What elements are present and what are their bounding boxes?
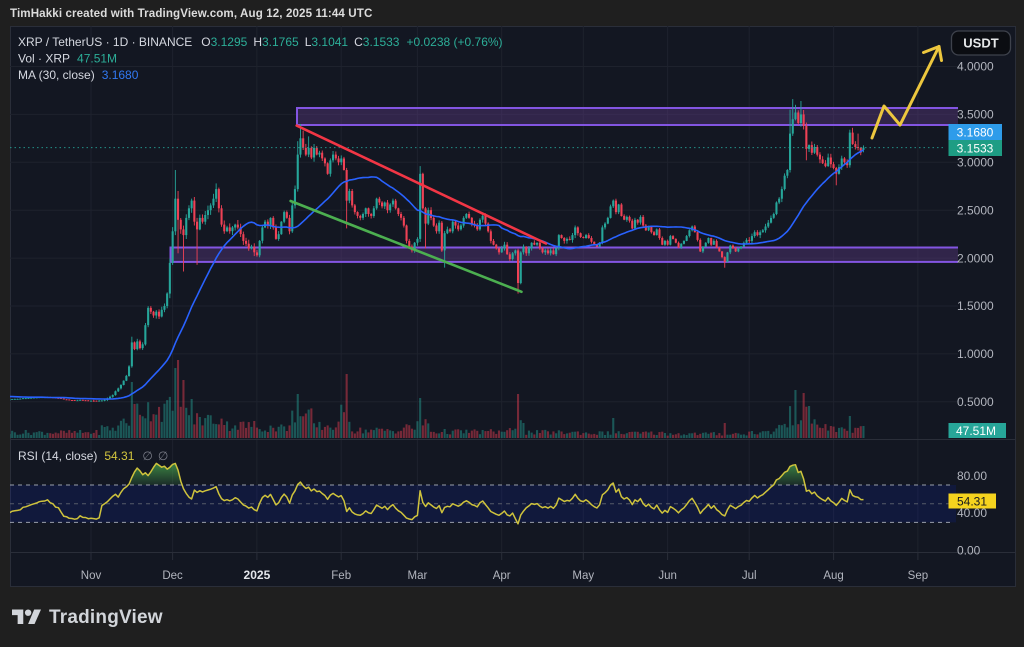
svg-text:2.0000: 2.0000 [957,251,994,265]
svg-text:40.00: 40.00 [957,506,987,520]
svg-text:1.5000: 1.5000 [957,299,994,313]
svg-text:3.1533: 3.1533 [957,141,994,155]
svg-text:MA (30, close)3.1680: MA (30, close) 3.1680 [18,68,139,82]
svg-text:Feb: Feb [331,570,351,582]
svg-text:Dec: Dec [162,570,183,582]
svg-text:80.00: 80.00 [957,469,987,483]
svg-text:2025: 2025 [244,568,271,582]
svg-text:Aug: Aug [823,570,843,582]
svg-text:3.0000: 3.0000 [957,156,994,170]
svg-text:Nov: Nov [81,570,102,582]
svg-text:USDT: USDT [963,36,998,51]
svg-text:May: May [572,570,594,582]
svg-text:Apr: Apr [493,570,511,582]
svg-text:RSI (14, close)54.31∅∅: RSI (14, close) 54.31 ∅ ∅ [18,449,168,463]
svg-text:Mar: Mar [407,570,427,582]
svg-text:47.51M: 47.51M [956,424,996,438]
svg-text:54.31: 54.31 [957,494,987,508]
svg-text:Jul: Jul [742,570,757,582]
svg-text:1.0000: 1.0000 [957,347,994,361]
svg-text:0.00: 0.00 [957,544,981,558]
svg-text:Sep: Sep [908,570,928,582]
svg-text:Jun: Jun [658,570,677,582]
svg-text:2.5000: 2.5000 [957,203,994,217]
svg-text:0.5000: 0.5000 [957,395,994,409]
svg-text:3.1680: 3.1680 [957,125,994,139]
svg-text:4.0000: 4.0000 [957,60,994,74]
svg-text:3.5000: 3.5000 [957,108,994,122]
